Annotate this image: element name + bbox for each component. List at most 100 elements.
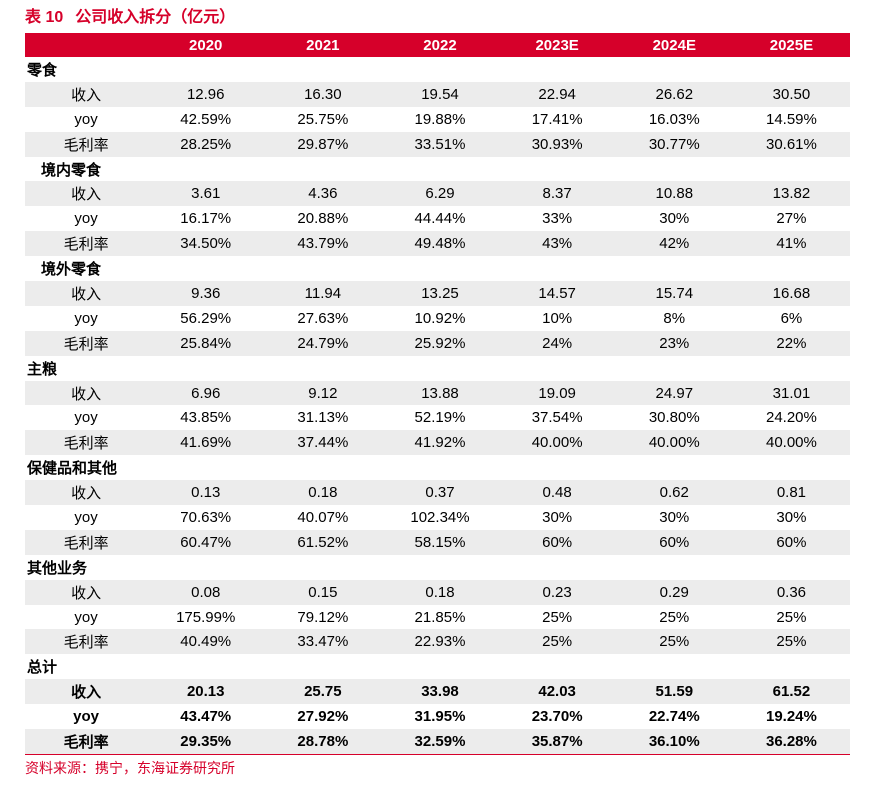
row-label: yoy	[74, 608, 98, 626]
table-row: 收入 0.13 0.18 0.37 0.48 0.62 0.81	[25, 480, 850, 506]
table-row: 收入 3.61 4.36 6.29 8.37 10.88 13.82	[25, 181, 850, 207]
value-cell: 0.18	[381, 579, 499, 605]
value-cell: 29.87%	[264, 131, 382, 157]
value-cell: 12.96	[147, 81, 265, 107]
value-cell: 8.37	[498, 181, 616, 207]
table-row: 收入 9.36 11.94 13.25 14.57 15.74 16.68	[25, 281, 850, 306]
table-row: 毛利率 28.25% 29.87% 33.51% 30.93% 30.77% 30.61%	[25, 131, 850, 157]
value-cell: 21.85%	[414, 608, 466, 626]
value-cell: 4.36	[264, 181, 382, 207]
value-cell: 9.36	[147, 281, 265, 306]
header-year: 2023E	[498, 33, 616, 57]
value-cell: 43.85%	[180, 409, 232, 427]
value-cell: 61.52%	[264, 529, 382, 555]
row-label: 毛利率	[25, 629, 148, 655]
value-cell: 24.20%	[765, 409, 817, 427]
value-cell: 27.63%	[297, 309, 349, 327]
table-row: 毛利率 25.84% 24.79% 25.92% 24% 23% 22%	[25, 330, 850, 356]
header-year: 2020	[147, 33, 265, 57]
section-title: 保健品和其他	[27, 460, 118, 478]
value-cell: 30.93%	[498, 131, 616, 157]
value-cell: 0.18	[264, 480, 382, 506]
table-row: 毛利率 60.47% 61.52% 58.15% 60% 60% 60%	[25, 529, 850, 555]
value-cell: 30%	[659, 210, 690, 228]
table-row: yoy 56.29% 27.63% 10.92% 10% 8% 6%	[25, 306, 850, 331]
row-label: 收入	[25, 480, 148, 506]
value-cell: 22%	[732, 330, 850, 356]
table-row: 毛利率 34.50% 43.79% 49.48% 43% 42% 41%	[25, 231, 850, 257]
value-cell: 13.88	[381, 380, 499, 406]
value-cell: 49.48%	[381, 231, 499, 257]
value-cell: 16.68	[732, 281, 850, 306]
value-cell: 102.34%	[410, 508, 470, 526]
row-label: yoy	[74, 110, 98, 128]
revenue-breakdown-table: 2020 2021 2022 2023E 2024E 2025E 零食 收入 12.…	[25, 33, 850, 755]
source-note: 资料来源：携宁，东海证券研究所	[25, 760, 235, 776]
value-cell: 29.35%	[147, 729, 265, 755]
row-label: yoy	[74, 508, 98, 526]
value-cell: 27%	[776, 210, 807, 228]
value-cell: 19.88%	[414, 110, 466, 128]
header-year: 2025E	[732, 33, 850, 57]
value-cell: 37.54%	[531, 409, 583, 427]
value-cell: 13.25	[381, 281, 499, 306]
value-cell: 8%	[663, 309, 686, 327]
value-cell: 3.61	[147, 181, 265, 207]
value-cell: 34.50%	[147, 231, 265, 257]
value-cell: 52.19%	[414, 409, 466, 427]
header-year: 2022	[381, 33, 499, 57]
value-cell: 10%	[542, 309, 573, 327]
value-cell: 30%	[542, 508, 573, 526]
value-cell: 51.59	[615, 679, 733, 705]
value-cell: 43.47%	[180, 708, 232, 726]
value-cell: 28.25%	[147, 131, 265, 157]
value-cell: 30.77%	[615, 131, 733, 157]
table-row: yoy 43.85% 31.13% 52.19% 37.54% 30.80% 24.20%	[25, 405, 850, 430]
value-cell: 20.13	[147, 679, 265, 705]
value-cell: 36.28%	[732, 729, 850, 755]
table-row: 收入 6.96 9.12 13.88 19.09 24.97 31.01	[25, 380, 850, 406]
value-cell: 16.30	[264, 81, 382, 107]
value-cell: 23%	[615, 330, 733, 356]
value-cell: 9.12	[264, 380, 382, 406]
value-cell: 31.95%	[414, 708, 466, 726]
value-cell: 28.78%	[264, 729, 382, 755]
value-cell: 20.88%	[297, 210, 349, 228]
section-title: 主粮	[27, 360, 58, 378]
row-label: 毛利率	[25, 430, 148, 456]
value-cell: 0.23	[498, 579, 616, 605]
table-row: 毛利率 29.35% 28.78% 32.59% 35.87% 36.10% 36.28%	[25, 729, 850, 755]
value-cell: 25.75%	[297, 110, 349, 128]
value-cell: 60%	[615, 529, 733, 555]
section-row: 其他业务	[25, 555, 850, 580]
value-cell: 19.24%	[765, 708, 817, 726]
value-cell: 17.41%	[531, 110, 583, 128]
value-cell: 16.03%	[648, 110, 700, 128]
value-cell: 70.63%	[180, 508, 232, 526]
value-cell: 25%	[776, 608, 807, 626]
row-label: 毛利率	[25, 330, 148, 356]
section-row: 总计	[25, 654, 850, 679]
row-label: 收入	[25, 181, 148, 207]
value-cell: 25%	[615, 629, 733, 655]
value-cell: 41.92%	[381, 430, 499, 456]
section-title: 总计	[27, 659, 58, 677]
table-row: 收入 20.13 25.75 33.98 42.03 51.59 61.52	[25, 679, 850, 705]
value-cell: 11.94	[264, 281, 382, 306]
section-title: 其他业务	[27, 559, 88, 577]
value-cell: 79.12%	[297, 608, 349, 626]
value-cell: 43.79%	[264, 231, 382, 257]
row-label: 收入	[25, 281, 148, 306]
value-cell: 41.69%	[147, 430, 265, 456]
value-cell: 0.36	[732, 579, 850, 605]
value-cell: 32.59%	[381, 729, 499, 755]
value-cell: 25.92%	[381, 330, 499, 356]
value-cell: 40.00%	[615, 430, 733, 456]
table-row: yoy 42.59% 25.75% 19.88% 17.41% 16.03% 14.59%	[25, 107, 850, 132]
value-cell: 27.92%	[297, 708, 349, 726]
row-label: 收入	[25, 81, 148, 107]
value-cell: 30.50	[732, 81, 850, 107]
header-year: 2024E	[615, 33, 733, 57]
value-cell: 25%	[498, 629, 616, 655]
